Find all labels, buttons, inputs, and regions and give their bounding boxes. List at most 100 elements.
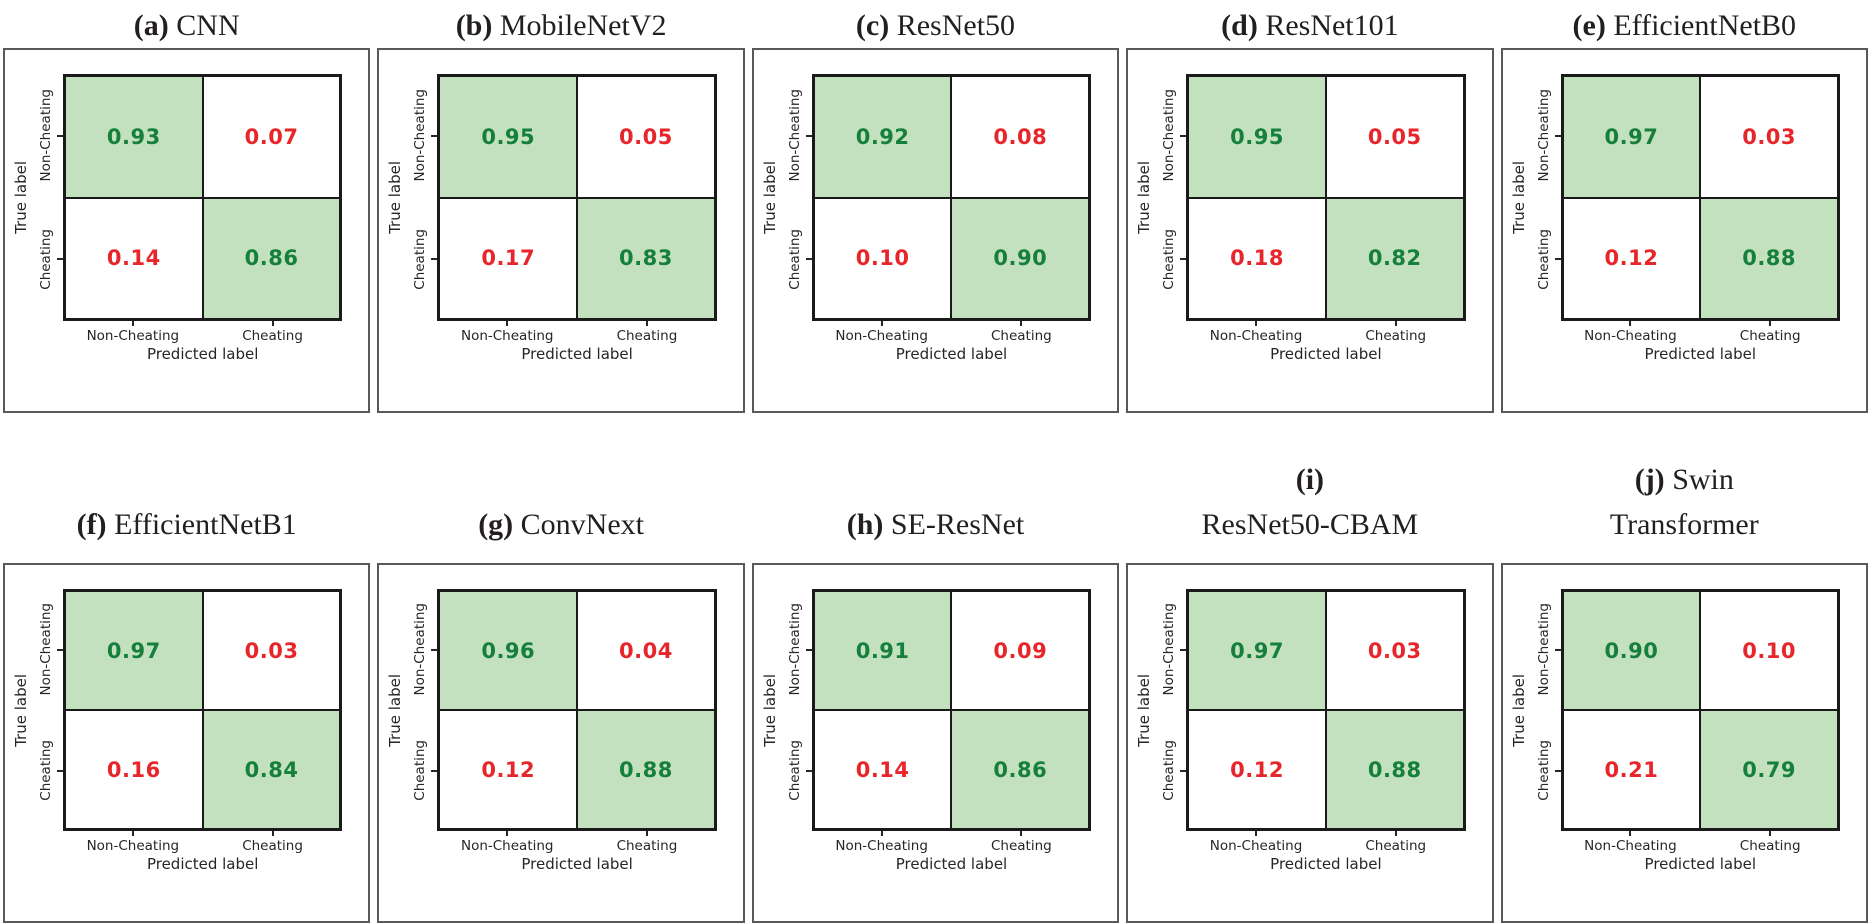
x-axis-label: Predicted label xyxy=(521,855,633,873)
y-axis-label: True label xyxy=(1509,161,1528,234)
panel-title-line: (c) ResNet50 xyxy=(855,9,1016,42)
x-tick-mark xyxy=(1769,831,1772,836)
x-tick-labels: Non-Cheating Cheating xyxy=(1561,321,1840,345)
x-tick-mark xyxy=(131,831,134,836)
y-tick-label-cheating: Cheating xyxy=(38,740,54,801)
cell-value-true-noncheating-pred-noncheating: 0.97 xyxy=(1230,638,1284,663)
y-axis-label: True label xyxy=(760,161,779,234)
cell-value-true-cheating-pred-noncheating: 0.12 xyxy=(481,757,536,782)
confusion-matrix-panel: True label Non-Cheating Cheating 0.93 0.… xyxy=(3,48,371,413)
x-tick-label-non-cheating: Non-Cheating xyxy=(835,838,928,854)
confusion-matrix-panel: True label Non-Cheating Cheating 0.97 0.… xyxy=(1126,563,1494,923)
cell-value-true-cheating-pred-cheating: 0.86 xyxy=(244,246,299,271)
cell-value-true-noncheating-pred-cheating: 0.04 xyxy=(619,638,673,663)
matrix-cell-fn: 0.10 xyxy=(813,197,952,319)
subfigure: (a) CNN True label Non-Cheating Cheating xyxy=(3,0,371,413)
panel-title-line: (j) Swin xyxy=(1634,463,1734,496)
confusion-matrix-panel: True label Non-Cheating Cheating 0.91 0.… xyxy=(751,563,1120,923)
subfigure: (d) ResNet101 True label Non-Cheating Ch… xyxy=(1126,0,1494,413)
matrix-cell-tn: 0.97 xyxy=(1562,76,1701,198)
x-axis-label: Predicted label xyxy=(1644,855,1757,873)
confusion-matrix: 0.97 0.03 0.12 0.88 xyxy=(1186,589,1466,831)
matrix-cell-tp: 0.88 xyxy=(1700,197,1838,319)
confusion-matrix: 0.96 0.04 0.12 0.88 xyxy=(437,589,717,831)
cell-value-true-noncheating-pred-cheating: 0.05 xyxy=(1367,124,1422,149)
confusion-matrix-panel: True label Non-Cheating Cheating 0.95 0.… xyxy=(1126,48,1494,413)
cell-value-true-noncheating-pred-noncheating: 0.90 xyxy=(1604,638,1659,663)
x-tick-label-non-cheating: Non-Cheating xyxy=(460,328,554,344)
confusion-matrix-panel: True label Non-Cheating Cheating 0.97 0.… xyxy=(3,563,371,923)
panel-title-line: (h) SE-ResNet xyxy=(846,508,1025,541)
confusion-matrix: 0.92 0.08 0.10 0.90 xyxy=(811,74,1092,321)
x-axis-label: Predicted label xyxy=(146,855,259,873)
y-tick-label-cheating: Cheating xyxy=(38,228,54,290)
plot-area: True label Non-Cheating Cheating 0.96 0.… xyxy=(379,565,742,921)
matrix-cell-fn: 0.18 xyxy=(1188,197,1326,319)
matrix-cell-tp: 0.88 xyxy=(1325,710,1464,829)
y-tick-label-cheating: Cheating xyxy=(412,740,429,801)
x-tick-mark xyxy=(880,321,883,326)
cell-value-true-cheating-pred-cheating: 0.90 xyxy=(993,246,1048,271)
matrix-cell-tp: 0.90 xyxy=(951,197,1090,319)
x-axis-label: Predicted label xyxy=(895,345,1008,363)
x-tick-label-non-cheating: Non-Cheating xyxy=(460,838,554,854)
x-tick-mark xyxy=(1020,321,1023,326)
panel-title-line: (b) MobileNetV2 xyxy=(455,9,667,42)
y-tick-mark xyxy=(1180,134,1187,137)
x-tick-mark xyxy=(645,831,648,836)
matrix-cell-fp: 0.05 xyxy=(577,76,715,198)
y-axis-label: True label xyxy=(12,673,30,747)
x-tick-mark xyxy=(1394,321,1397,326)
matrix-cell-tp: 0.84 xyxy=(202,710,341,829)
cell-value-true-cheating-pred-cheating: 0.84 xyxy=(244,757,299,782)
matrix-cell-tp: 0.79 xyxy=(1700,710,1838,829)
cell-value-true-noncheating-pred-noncheating: 0.95 xyxy=(481,124,536,149)
panel-title: (a) CNN xyxy=(3,0,370,48)
confusion-matrix: 0.91 0.09 0.14 0.86 xyxy=(811,589,1092,831)
y-axis-label: True label xyxy=(1135,161,1154,234)
panel-title: (j) Swin Transformer xyxy=(1501,413,1868,563)
x-tick-labels: Non-Cheating Cheating xyxy=(812,831,1091,855)
x-tick-label-non-cheating: Non-Cheating xyxy=(1209,328,1303,344)
matrix-cell-tn: 0.95 xyxy=(439,76,578,198)
subfigure: (j) Swin Transformer True label Non-Cheat… xyxy=(1500,413,1868,923)
y-tick-mark xyxy=(805,648,812,651)
panel-title-line: (i) xyxy=(1295,463,1325,496)
cell-value-true-cheating-pred-cheating: 0.88 xyxy=(1742,246,1797,271)
confusion-matrix: 0.93 0.07 0.14 0.86 xyxy=(63,74,343,321)
matrix-cell-tp: 0.86 xyxy=(202,197,341,319)
panel-title-line: Transformer xyxy=(1609,508,1759,541)
matrix-cell-tn: 0.91 xyxy=(813,591,952,710)
y-axis-label: True label xyxy=(386,161,405,234)
x-tick-labels: Non-Cheating Cheating xyxy=(437,831,716,855)
panel-title-line: (g) ConvNext xyxy=(478,508,644,541)
x-tick-mark xyxy=(1629,831,1632,836)
x-axis-label: Predicted label xyxy=(895,855,1008,873)
confusion-matrix: 0.95 0.05 0.18 0.82 xyxy=(1186,74,1466,321)
x-axis-label: Predicted label xyxy=(1270,345,1382,363)
subfigure: (g) ConvNext True label Non-Cheating Che… xyxy=(377,413,745,923)
x-tick-labels: Non-Cheating Cheating xyxy=(812,321,1091,345)
y-tick-label-non-cheating: Non-Cheating xyxy=(38,89,54,183)
x-tick-label-cheating: Cheating xyxy=(990,838,1052,854)
matrix-cell-fn: 0.14 xyxy=(813,710,952,829)
x-axis-label: Predicted label xyxy=(146,345,259,363)
matrix-cell-fp: 0.03 xyxy=(202,591,341,710)
plot-area: True label Non-Cheating Cheating 0.95 0.… xyxy=(379,50,742,411)
x-tick-label-cheating: Cheating xyxy=(1365,328,1427,344)
subfigure: (i) ResNet50-CBAM True label Non-Cheating… xyxy=(1126,413,1494,923)
matrix-cell-tp: 0.86 xyxy=(951,710,1090,829)
plot-area: True label Non-Cheating Cheating 0.93 0.… xyxy=(5,50,368,411)
cell-value-true-cheating-pred-cheating: 0.82 xyxy=(1367,246,1422,271)
y-tick-mark xyxy=(57,769,63,772)
panel-title: (g) ConvNext xyxy=(377,413,744,563)
x-tick-label-non-cheating: Non-Cheating xyxy=(86,838,180,854)
y-tick-mark xyxy=(1180,769,1187,772)
panel-title: (b) MobileNetV2 xyxy=(377,0,744,48)
cell-value-true-noncheating-pred-cheating: 0.03 xyxy=(1367,638,1422,663)
y-tick-mark xyxy=(805,258,812,261)
y-tick-labels: Non-Cheating Cheating xyxy=(33,589,63,831)
matrix-cell-tn: 0.92 xyxy=(813,76,952,198)
matrix-cell-tn: 0.90 xyxy=(1562,591,1701,710)
cell-value-true-noncheating-pred-cheating: 0.03 xyxy=(1742,124,1797,149)
